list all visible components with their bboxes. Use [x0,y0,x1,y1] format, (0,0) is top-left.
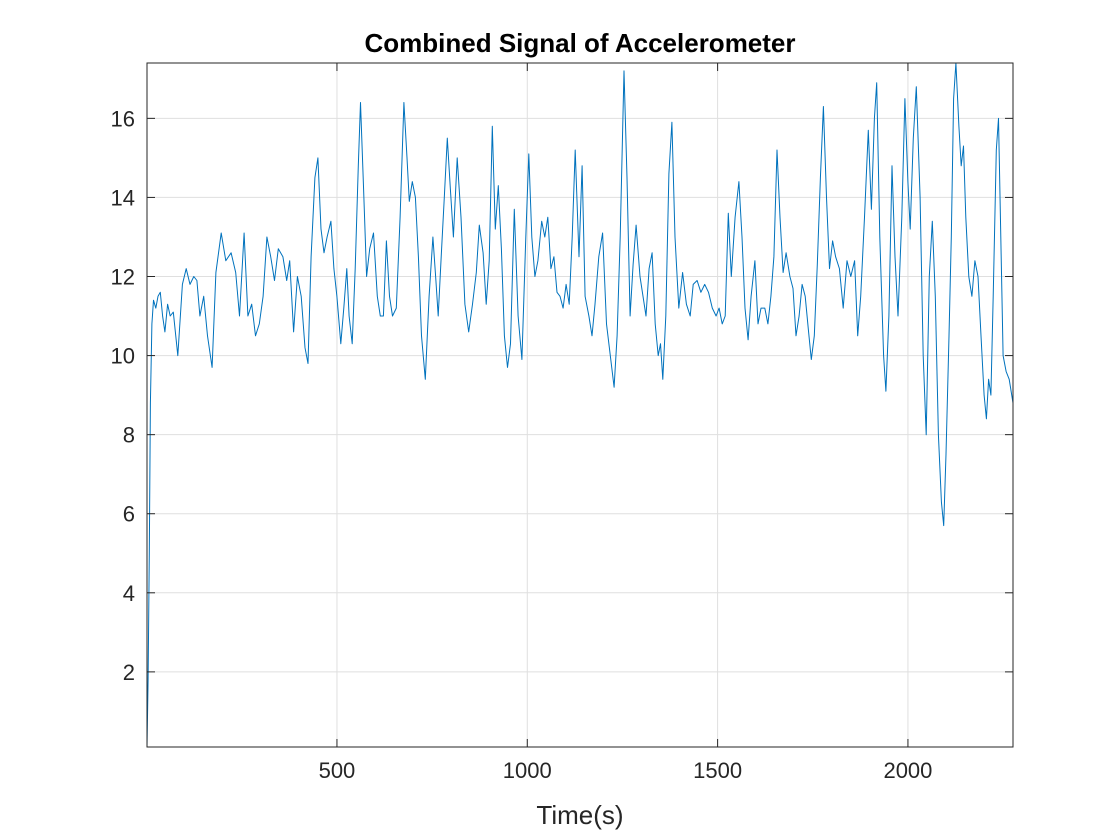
y-tick-label: 12 [111,265,135,290]
y-tick-labels: 2 4 6 8 10 12 14 16 [111,106,135,685]
plot-area [147,63,1013,747]
x-axis-label: Time(s) [536,800,623,830]
grid-lines [147,63,1013,747]
y-tick-label: 2 [123,660,135,685]
x-tick-labels: 500 1000 1500 2000 [319,758,933,783]
y-tick-label: 16 [111,106,135,131]
series-line [146,62,1014,748]
y-tick-label: 6 [123,502,135,527]
y-tick-label: 14 [111,185,135,210]
x-tick-label: 500 [319,758,356,783]
y-tick-label: 4 [123,581,135,606]
x-tick-label: 1500 [693,758,742,783]
x-tick-label: 1000 [503,758,552,783]
y-tick-label: 10 [111,344,135,369]
x-tick-label: 2000 [883,758,932,783]
axes-box [146,62,1014,748]
y-tick-label: 8 [123,423,135,448]
tick-marks [147,63,1013,747]
chart-title: Combined Signal of Accelerometer [364,28,795,58]
